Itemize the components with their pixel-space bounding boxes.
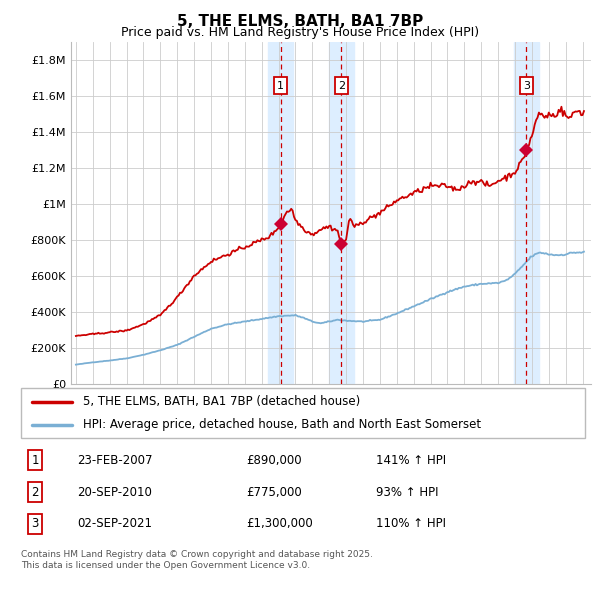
- Text: 141% ↑ HPI: 141% ↑ HPI: [376, 454, 446, 467]
- FancyBboxPatch shape: [21, 388, 585, 438]
- Bar: [268, 42, 293, 384]
- Bar: [514, 42, 539, 384]
- Text: 20-SEP-2010: 20-SEP-2010: [77, 486, 152, 499]
- Text: £890,000: £890,000: [247, 454, 302, 467]
- Text: 1: 1: [277, 81, 284, 90]
- Text: 23-FEB-2007: 23-FEB-2007: [77, 454, 153, 467]
- Text: HPI: Average price, detached house, Bath and North East Somerset: HPI: Average price, detached house, Bath…: [83, 418, 481, 431]
- Text: £775,000: £775,000: [247, 486, 302, 499]
- Text: 5, THE ELMS, BATH, BA1 7BP: 5, THE ELMS, BATH, BA1 7BP: [177, 14, 423, 29]
- Text: 3: 3: [523, 81, 530, 90]
- Text: 2: 2: [31, 486, 39, 499]
- Text: 1: 1: [31, 454, 39, 467]
- Text: 02-SEP-2021: 02-SEP-2021: [77, 517, 152, 530]
- Text: Contains HM Land Registry data © Crown copyright and database right 2025.: Contains HM Land Registry data © Crown c…: [21, 550, 373, 559]
- Text: £1,300,000: £1,300,000: [247, 517, 313, 530]
- Text: Price paid vs. HM Land Registry's House Price Index (HPI): Price paid vs. HM Land Registry's House …: [121, 26, 479, 39]
- Text: 3: 3: [31, 517, 39, 530]
- Text: 2: 2: [338, 81, 345, 90]
- Text: 5, THE ELMS, BATH, BA1 7BP (detached house): 5, THE ELMS, BATH, BA1 7BP (detached hou…: [83, 395, 360, 408]
- Text: 93% ↑ HPI: 93% ↑ HPI: [376, 486, 439, 499]
- Text: This data is licensed under the Open Government Licence v3.0.: This data is licensed under the Open Gov…: [21, 560, 310, 569]
- Text: 110% ↑ HPI: 110% ↑ HPI: [376, 517, 446, 530]
- Bar: [329, 42, 354, 384]
